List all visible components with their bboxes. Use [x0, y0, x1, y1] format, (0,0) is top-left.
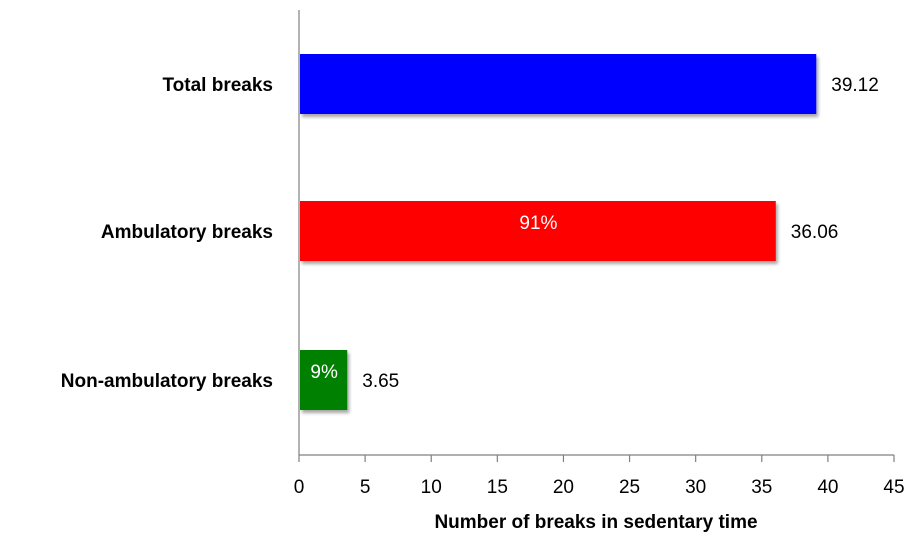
x-tick-label: 20	[553, 477, 574, 498]
value-label: 36.06	[791, 222, 839, 243]
category-label: Total breaks	[162, 75, 273, 96]
x-tick-label: 5	[360, 477, 371, 498]
value-label: 3.65	[362, 371, 399, 392]
bar-total-breaks	[300, 54, 817, 114]
bar-ambulatory-breaks	[300, 201, 776, 261]
labels-layer: Total breaks 39.12 Ambulatory breaks 36.06 9…	[61, 75, 879, 392]
category-label: Non-ambulatory breaks	[61, 371, 273, 392]
x-tick-label: 10	[421, 477, 442, 498]
x-ticks: 0 5 10 15 20 25 30 35 40 45	[294, 455, 905, 498]
x-tick-label: 45	[883, 477, 904, 498]
x-tick-label: 15	[487, 477, 508, 498]
bars-layer	[300, 54, 817, 410]
axes-layer	[298, 10, 894, 456]
x-tick-label: 40	[817, 477, 838, 498]
percentage-label: 91%	[519, 213, 557, 234]
x-tick-label: 30	[685, 477, 706, 498]
bar-non-ambulatory-breaks	[300, 350, 348, 410]
category-label: Ambulatory breaks	[101, 222, 273, 243]
value-label: 39.12	[831, 75, 879, 96]
percentage-label: 9%	[310, 362, 338, 383]
x-axis-title: Number of breaks in sedentary time	[434, 512, 757, 533]
x-tick-label: 35	[751, 477, 772, 498]
x-tick-label: 25	[619, 477, 640, 498]
x-tick-label: 0	[294, 477, 305, 498]
